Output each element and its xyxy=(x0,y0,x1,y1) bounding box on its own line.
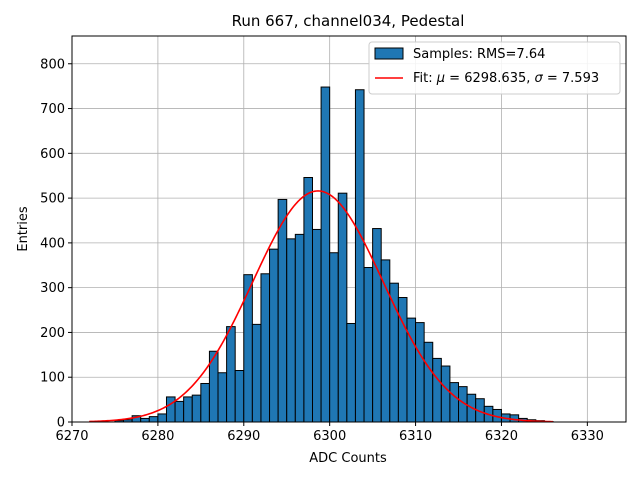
histogram-bar xyxy=(157,413,167,423)
y-tick-label: 200 xyxy=(40,326,65,341)
histogram-bar xyxy=(148,416,159,423)
legend-fit-prefix: Fit: xyxy=(413,71,437,86)
histogram-bar xyxy=(286,238,296,423)
gaussian-fit-line xyxy=(89,190,554,423)
legend-fit-mu-value: = 6298.635, xyxy=(445,71,534,86)
x-axis-label: ADC Counts xyxy=(309,451,387,466)
histogram-bar xyxy=(303,177,313,423)
y-tick-label: 700 xyxy=(40,102,65,117)
histogram-bar xyxy=(380,259,391,423)
legend-box xyxy=(368,41,621,95)
x-tick-label: 6310 xyxy=(399,429,432,444)
histogram-bar xyxy=(432,357,442,423)
histogram-bar xyxy=(174,400,185,423)
histogram-bar xyxy=(311,228,322,423)
y-axis-label: Entries xyxy=(16,206,31,252)
histogram-bars xyxy=(114,86,554,423)
legend-histogram-swatch xyxy=(374,47,404,60)
histogram-bar xyxy=(251,323,262,423)
histogram-bar xyxy=(363,267,374,423)
y-tick-label: 800 xyxy=(40,57,65,72)
histogram-bar xyxy=(200,382,210,423)
histogram-bar xyxy=(269,248,279,423)
histogram-bar xyxy=(320,86,331,423)
y-tick-label: 100 xyxy=(40,371,65,386)
histogram-bar xyxy=(226,326,236,423)
histogram-bar xyxy=(183,396,193,423)
histogram-bar xyxy=(449,382,460,423)
legend-histogram-label: Samples: RMS=7.64 xyxy=(413,47,545,62)
histogram-bar xyxy=(234,370,245,423)
histogram-bar xyxy=(277,198,288,423)
histogram-bar xyxy=(415,322,425,423)
x-tick-label: 6280 xyxy=(141,429,174,444)
y-tick-label: 0 xyxy=(57,416,65,431)
y-tick-label: 300 xyxy=(40,281,65,296)
legend-fit-sigma-symbol: σ xyxy=(535,71,544,86)
histogram-bar xyxy=(294,233,305,423)
y-tick-label: 600 xyxy=(40,147,65,162)
y-axis-ticks: 0 100 200 300 400 500 600 700 800 xyxy=(40,57,72,431)
histogram-bar xyxy=(423,341,434,423)
x-tick-label: 6330 xyxy=(571,429,604,444)
histogram-bar xyxy=(191,394,202,423)
x-tick-label: 6320 xyxy=(485,429,518,444)
x-tick-label: 6300 xyxy=(313,429,346,444)
histogram-bar xyxy=(440,365,451,423)
histogram-bar xyxy=(337,192,348,423)
histogram-bar xyxy=(346,322,356,423)
histogram-bar xyxy=(354,89,365,423)
x-tick-label: 6270 xyxy=(55,429,88,444)
legend-fit-sigma-value: = 7.593 xyxy=(543,71,599,86)
axes-frame xyxy=(71,35,627,423)
chart-title: Run 667, channel034, Pedestal xyxy=(232,12,465,30)
histogram-bar xyxy=(372,228,382,423)
histogram-bar xyxy=(217,372,228,423)
legend-fit-label: Fit: μ = 6298.635, σ = 7.593 xyxy=(413,71,599,86)
legend-fit-mu-symbol: μ xyxy=(436,71,445,86)
legend: Samples: RMS=7.64 Fit: μ = 6298.635, σ =… xyxy=(368,41,621,95)
histogram-bar xyxy=(260,273,271,423)
histogram-bar xyxy=(329,252,339,423)
x-axis-ticks: 6270 6280 6290 6300 6310 6320 6330 xyxy=(55,422,604,444)
y-tick-label: 500 xyxy=(40,192,65,207)
y-tick-label: 400 xyxy=(40,236,65,251)
histogram-bar xyxy=(165,396,176,423)
histogram-bar xyxy=(140,417,150,423)
x-tick-label: 6290 xyxy=(227,429,260,444)
